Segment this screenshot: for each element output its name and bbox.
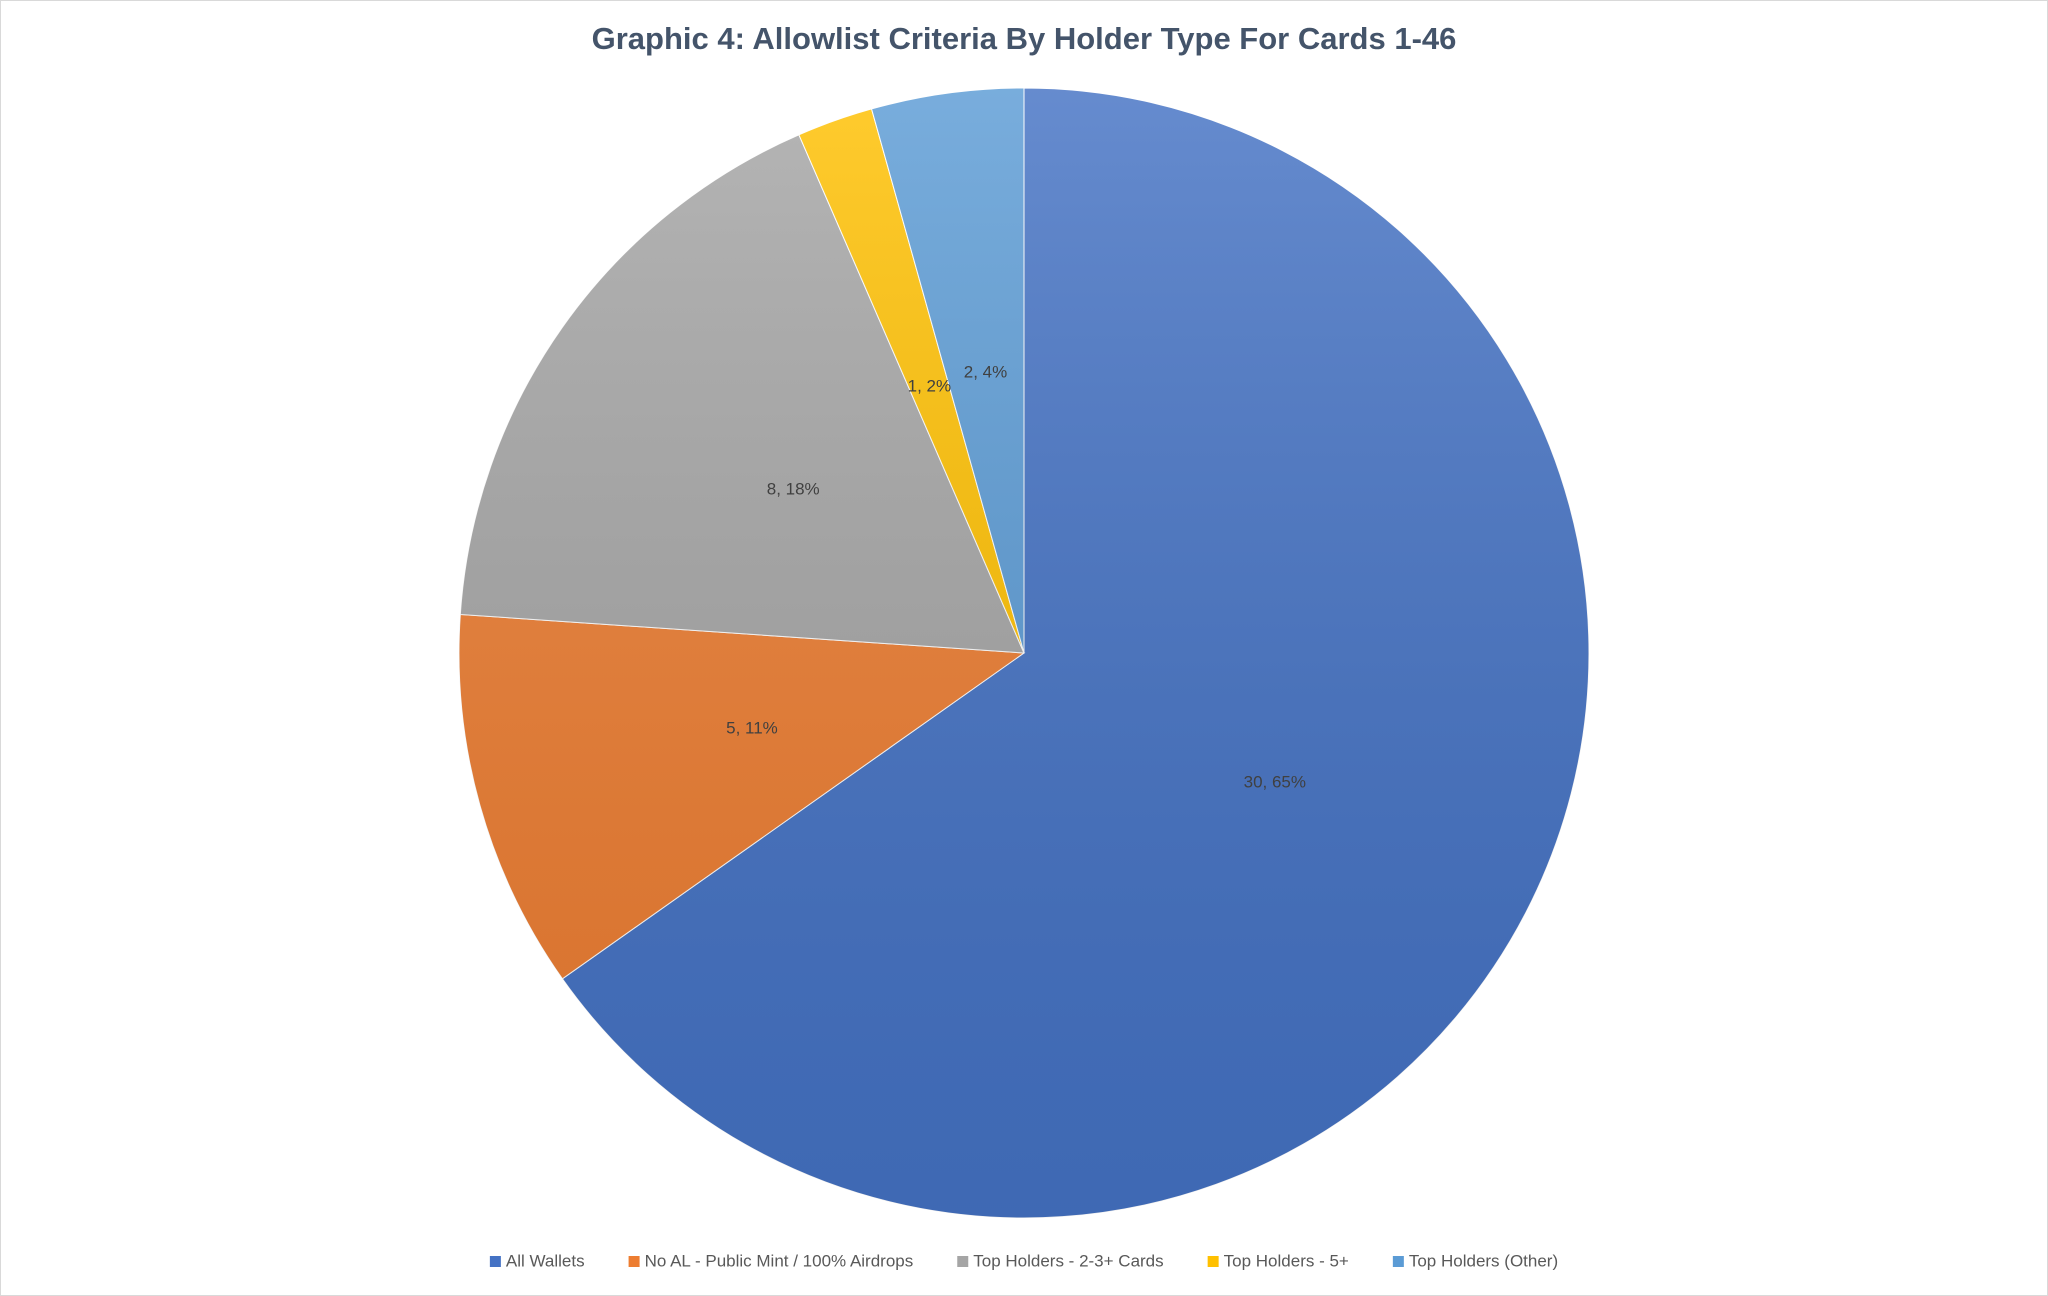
legend-swatch [1392,1256,1404,1267]
legend: All Wallets No AL - Public Mint / 100% Ai… [489,1251,1558,1270]
data-label: 1, 2% [908,376,951,395]
legend-label: Top Holders (Other) [1409,1251,1558,1270]
data-label: 5, 11% [726,719,778,738]
legend-swatch [1207,1256,1219,1267]
data-label: 30, 65% [1244,772,1306,791]
data-labels: 30, 65% 5, 11% 8, 18% 1, 2% 2, 4% [726,363,1306,792]
legend-label: Top Holders - 5+ [1224,1251,1349,1270]
pie [458,87,1590,1219]
legend-swatch [489,1256,501,1267]
legend-swatch [628,1256,640,1267]
legend-swatch [957,1256,969,1267]
data-label: 2, 4% [964,363,1007,382]
legend-label: No AL - Public Mint / 100% Airdrops [645,1251,914,1270]
chart-title: Graphic 4: Allowlist Criteria By Holder … [592,21,1457,56]
legend-label: Top Holders - 2-3+ Cards [973,1251,1163,1270]
legend-label: All Wallets [506,1251,585,1270]
data-label: 8, 18% [767,480,820,499]
